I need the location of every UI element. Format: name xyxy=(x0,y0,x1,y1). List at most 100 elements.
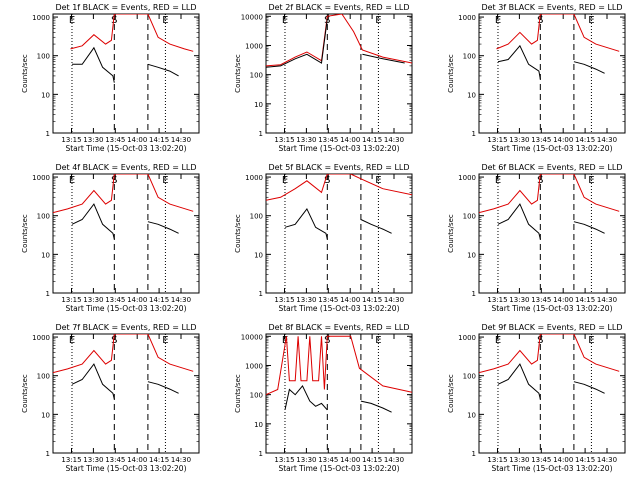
panel-frame xyxy=(52,13,200,134)
y-tick-label: 100 xyxy=(250,213,263,221)
x-tick-label: 14:30 xyxy=(171,296,191,304)
x-tick-label: 13:15 xyxy=(487,456,507,464)
series-events-post xyxy=(360,400,392,413)
y-tick-label: 1000 xyxy=(245,174,263,182)
x-tick-label: 14:30 xyxy=(171,136,191,144)
x-axis-label: Start Time (15-Oct-03 13:02:20) xyxy=(491,464,612,473)
marker-label-2: S xyxy=(111,175,117,186)
chart-panel-5: Det 5f BLACK = Events, RED = LLD 1 10 100 10… xyxy=(234,163,413,313)
series-events xyxy=(497,44,541,80)
panel-frame xyxy=(52,173,200,294)
series-events-post xyxy=(573,61,605,74)
panel-frame xyxy=(478,173,626,294)
x-tick-label: 14:00 xyxy=(340,456,360,464)
y-tick-label: 10 xyxy=(467,251,476,259)
y-tick-label: 1 xyxy=(259,450,263,458)
x-tick-label: 14:30 xyxy=(597,296,617,304)
panel-frame xyxy=(478,13,626,134)
y-tick-label: 100 xyxy=(37,373,50,381)
series-events xyxy=(71,363,115,400)
x-tick-label: 14:00 xyxy=(340,136,360,144)
series-lld xyxy=(266,14,412,67)
series-events xyxy=(284,384,328,411)
x-tick-label: 14:15 xyxy=(362,296,382,304)
x-axis-label: Start Time (15-Oct-03 13:02:20) xyxy=(278,304,399,313)
y-tick-label: 100 xyxy=(37,53,50,61)
series-lld xyxy=(479,174,620,214)
y-tick-label: 1000 xyxy=(458,174,476,182)
series-events-post xyxy=(147,381,179,394)
x-tick-label: 14:00 xyxy=(127,456,147,464)
panel-title: Det 7f BLACK = Events, RED = LLD xyxy=(55,323,196,332)
x-tick-label: 14:30 xyxy=(384,456,404,464)
x-tick-label: 14:15 xyxy=(149,456,169,464)
y-tick-label: 10 xyxy=(467,91,476,99)
series-events-post xyxy=(362,53,405,64)
panel-title: Det 6f BLACK = Events, RED = LLD xyxy=(481,163,622,172)
x-tick-label: 13:30 xyxy=(509,456,529,464)
series-events xyxy=(497,363,541,400)
chart-panel-6: Det 6f BLACK = Events, RED = LLD 1 10 100 10… xyxy=(447,163,626,313)
series-events-post xyxy=(573,381,605,394)
y-axis-label: Counts/sec xyxy=(447,214,455,253)
panel-frame xyxy=(265,173,413,294)
chart-panel-3: Det 3f BLACK = Events, RED = LLD 1 10 100 10… xyxy=(447,3,626,153)
x-tick-label: 14:15 xyxy=(575,296,595,304)
panel-title: Det 5f BLACK = Events, RED = LLD xyxy=(268,163,409,172)
x-tick-label: 13:30 xyxy=(83,136,103,144)
chart-panel-4: Det 4f BLACK = Events, RED = LLD 1 10 100 10… xyxy=(21,163,200,313)
x-tick-label: 13:15 xyxy=(61,136,81,144)
series-events xyxy=(71,203,115,240)
y-axis-label: Counts/sec xyxy=(447,374,455,413)
series-events xyxy=(266,19,328,68)
x-tick-label: 13:15 xyxy=(487,296,507,304)
series-lld xyxy=(496,14,620,52)
x-tick-label: 13:15 xyxy=(274,456,294,464)
series-events xyxy=(284,207,328,240)
chart-panel-2: Det 2f BLACK = Events, RED = LLD 1 10 100 10… xyxy=(234,3,413,153)
series-events-post xyxy=(147,221,179,234)
x-tick-label: 14:15 xyxy=(362,456,382,464)
x-tick-label: 13:45 xyxy=(105,456,125,464)
panel-frame xyxy=(478,333,626,454)
series-lld xyxy=(70,14,194,52)
x-tick-label: 13:30 xyxy=(509,136,529,144)
y-tick-label: 10 xyxy=(254,251,263,259)
x-tick-label: 14:30 xyxy=(171,456,191,464)
y-tick-label: 10 xyxy=(41,411,50,419)
marker-label-4: E xyxy=(375,335,381,346)
panel-frame xyxy=(265,13,413,134)
x-axis-label: Start Time (15-Oct-03 13:02:20) xyxy=(278,464,399,473)
y-tick-label: 1000 xyxy=(32,174,50,182)
chart-panel-1: Det 1f BLACK = Events, RED = LLD 1 10 100 10… xyxy=(21,3,200,153)
marker-label-4: E xyxy=(162,15,168,26)
x-tick-label: 14:00 xyxy=(553,296,573,304)
marker-label-1: E xyxy=(282,335,288,346)
x-tick-label: 14:15 xyxy=(362,136,382,144)
marker-label-4: E xyxy=(588,15,594,26)
marker-label-2: S xyxy=(111,335,117,346)
x-tick-label: 13:30 xyxy=(296,296,316,304)
panel-title: Det 4f BLACK = Events, RED = LLD xyxy=(55,163,196,172)
y-tick-label: 10000 xyxy=(241,333,263,341)
marker-label-1: E xyxy=(495,15,501,26)
marker-label-2: S xyxy=(324,175,330,186)
y-tick-label: 1000 xyxy=(32,14,50,22)
series-events xyxy=(72,46,115,83)
y-tick-label: 1 xyxy=(46,290,50,298)
x-axis-label: Start Time (15-Oct-03 13:02:20) xyxy=(491,304,612,313)
marker-label-1: E xyxy=(69,335,75,346)
x-tick-label: 14:15 xyxy=(575,456,595,464)
marker-label-1: E xyxy=(495,175,501,186)
x-tick-label: 14:00 xyxy=(553,456,573,464)
marker-label-4: E xyxy=(375,175,381,186)
y-axis-label: Counts/sec xyxy=(234,214,242,253)
y-tick-label: 100 xyxy=(37,213,50,221)
y-tick-label: 1000 xyxy=(458,14,476,22)
marker-label-1: E xyxy=(69,15,75,26)
y-tick-label: 1000 xyxy=(245,362,263,370)
marker-label-1: E xyxy=(495,335,501,346)
x-tick-label: 13:45 xyxy=(105,296,125,304)
y-tick-label: 10000 xyxy=(241,13,263,21)
